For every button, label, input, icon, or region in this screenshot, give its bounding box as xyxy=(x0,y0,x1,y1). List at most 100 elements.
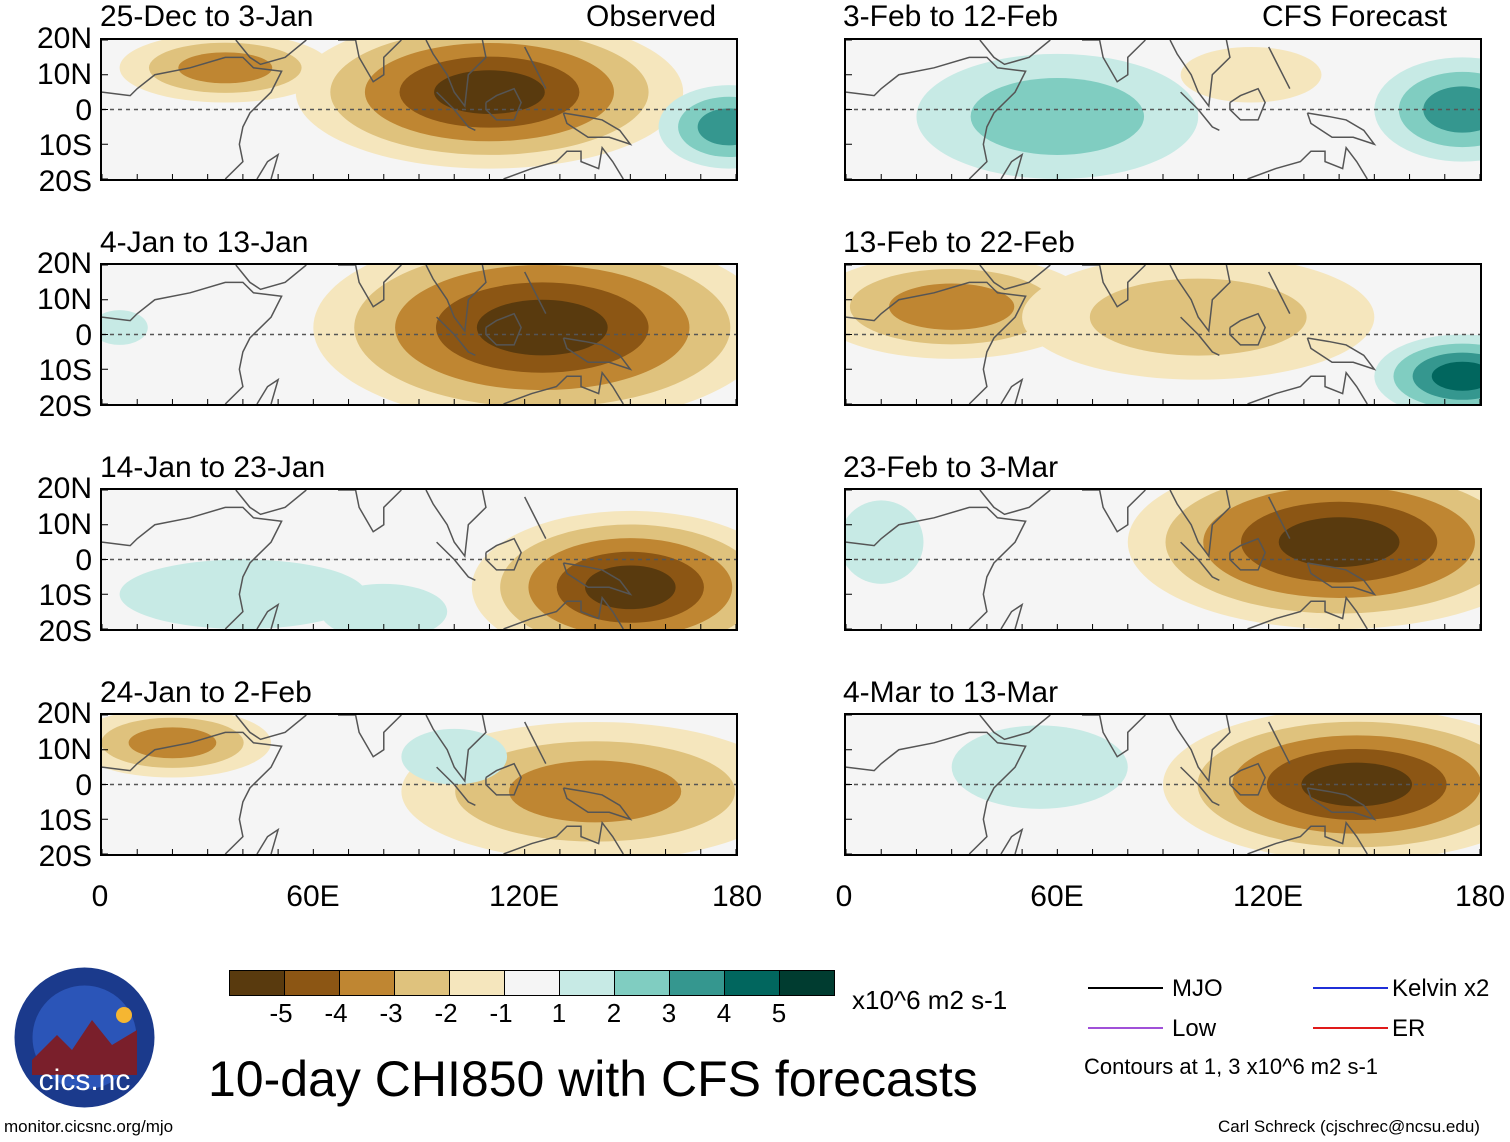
footer-url: monitor.cicsnc.org/mjo xyxy=(4,1117,174,1136)
y-tick-20n-row4: 20N xyxy=(36,697,92,730)
coastline-5 xyxy=(1180,91,1220,132)
coastline-4 xyxy=(425,490,487,558)
panel-title-1: 25-Dec to 3-Jan xyxy=(100,0,314,33)
coastline-8 xyxy=(562,337,633,371)
coastline-6 xyxy=(485,87,522,121)
panel-label-observed: Observed xyxy=(586,0,717,33)
coastline-7 xyxy=(523,46,547,89)
y-tick-20n-row1: 20N xyxy=(36,22,92,55)
coastline-7 xyxy=(523,271,547,314)
x-tick-180-left: 180 xyxy=(711,880,763,913)
coastline-3 xyxy=(337,490,402,533)
coastline-10 xyxy=(1000,602,1024,629)
anomaly-contour-1-level--3 xyxy=(128,727,217,759)
coastline-10 xyxy=(1000,377,1024,404)
anomaly-contour-2-level-3 xyxy=(1423,86,1480,133)
colorbar-label-8: 3 xyxy=(661,998,677,1028)
coastline-4 xyxy=(1169,490,1231,558)
colorbar-label-9: 4 xyxy=(716,998,732,1028)
x-tick-120e-left: 120E xyxy=(488,880,560,913)
coastline-9 xyxy=(1247,370,1368,404)
panel-title-6: 13-Feb to 22-Feb xyxy=(843,226,1075,259)
coastline-2 xyxy=(235,715,307,741)
y-tick-10n-row2: 10N xyxy=(36,282,92,316)
footer-credit: Carl Schreck (cjschrec@ncsu.edu) xyxy=(1218,1117,1480,1136)
panel-label-cfs: CFS Forecast xyxy=(1262,0,1448,33)
coastline-5 xyxy=(436,766,476,807)
anomaly-contour-1-level--5 xyxy=(1301,762,1413,807)
coastline-1 xyxy=(102,281,283,404)
anomaly-contour-1-level-2 xyxy=(970,77,1145,155)
map-panel-8 xyxy=(844,713,1482,856)
coastline-3 xyxy=(1081,265,1146,308)
coastline-7 xyxy=(523,496,547,539)
colorbar-swatch-5 xyxy=(449,970,505,996)
map-panel-6 xyxy=(844,263,1482,406)
legend-er: ER xyxy=(1392,1015,1426,1042)
map-panel-1 xyxy=(100,38,738,181)
coastline-2 xyxy=(979,265,1051,291)
anomaly-contour-1-level--5 xyxy=(1278,517,1400,567)
colorbar-label-7: 2 xyxy=(606,998,622,1028)
contour-legend: MJO Kelvin x2 Low ER xyxy=(1088,975,1508,1065)
y-tick-0-row4: 0 xyxy=(75,768,92,802)
coastline-7 xyxy=(1267,721,1291,764)
coastline-3 xyxy=(1081,490,1146,533)
colorbar-label-1: -5 xyxy=(269,998,293,1028)
map-panel-2 xyxy=(100,263,738,406)
coastline-8 xyxy=(562,112,633,146)
x-tick-120e-right: 120E xyxy=(1232,880,1304,913)
y-tick-20s-row3: 20S xyxy=(38,615,92,648)
y-tick-10s-row2: 10S xyxy=(38,354,92,388)
anomaly-contour-2-level--3 xyxy=(509,760,682,823)
coastline-6 xyxy=(1229,87,1266,121)
y-tick-20s-row2: 20S xyxy=(38,390,92,423)
chart-title: 10-day CHI850 with CFS forecasts xyxy=(208,1051,978,1107)
coastline-9 xyxy=(503,595,624,629)
colorbar-swatch-3 xyxy=(339,970,395,996)
anomaly-contour-2-level-1 xyxy=(951,725,1128,809)
y-tick-10s-row1: 10S xyxy=(38,129,92,163)
colorbar-label-5: -1 xyxy=(489,998,513,1028)
coastline-10 xyxy=(256,602,280,629)
x-tick-180-right: 180 xyxy=(1454,880,1506,913)
colorbar-swatch-6 xyxy=(504,970,560,996)
coastline-5 xyxy=(436,91,476,132)
coastline-6 xyxy=(485,312,522,346)
legend-low: Low xyxy=(1172,1015,1217,1042)
legend-kelvin: Kelvin x2 xyxy=(1392,975,1490,1002)
panel-title-3: 14-Jan to 23-Jan xyxy=(100,451,326,484)
panel-title-8: 4-Mar to 13-Mar xyxy=(843,676,1059,709)
coastline-8 xyxy=(1306,337,1377,371)
coastline-6 xyxy=(485,762,522,796)
anomaly-contour-3-level--1 xyxy=(1180,46,1322,103)
map-panel-3 xyxy=(100,488,738,631)
coastline-7 xyxy=(1267,496,1291,539)
map-panel-4 xyxy=(100,713,738,856)
y-tick-20s-row4: 20S xyxy=(38,840,92,873)
colorbar-swatch-4 xyxy=(394,970,450,996)
coastline-2 xyxy=(979,490,1051,516)
logo-text: cics.nc xyxy=(39,1064,131,1097)
coastline-3 xyxy=(337,715,402,758)
colorbar-label-2: -4 xyxy=(324,998,348,1028)
anomaly-contour-3-level-4 xyxy=(1431,361,1480,391)
coastline-1 xyxy=(102,506,283,629)
colorbar-swatch-1 xyxy=(229,970,285,996)
coastline-7 xyxy=(1267,271,1291,314)
coastline-2 xyxy=(979,715,1051,741)
coastline-8 xyxy=(562,562,633,596)
anomaly-contour-3-level-1 xyxy=(401,728,508,785)
x-tick-0-left: 0 xyxy=(91,880,109,913)
anomaly-contour-3-level-1 xyxy=(320,583,448,629)
coastline-5 xyxy=(1180,316,1220,357)
coastline-4 xyxy=(425,265,487,333)
coastline-10 xyxy=(256,827,280,854)
panel-title-4: 24-Jan to 2-Feb xyxy=(100,676,312,709)
coastline-4 xyxy=(1169,715,1231,783)
coastline-8 xyxy=(1306,562,1377,596)
coastline-9 xyxy=(1247,145,1368,179)
colorbar-units: x10^6 m2 s-1 xyxy=(852,985,1008,1015)
coastline-3 xyxy=(337,265,402,308)
y-tick-20s-row1: 20S xyxy=(38,165,92,198)
